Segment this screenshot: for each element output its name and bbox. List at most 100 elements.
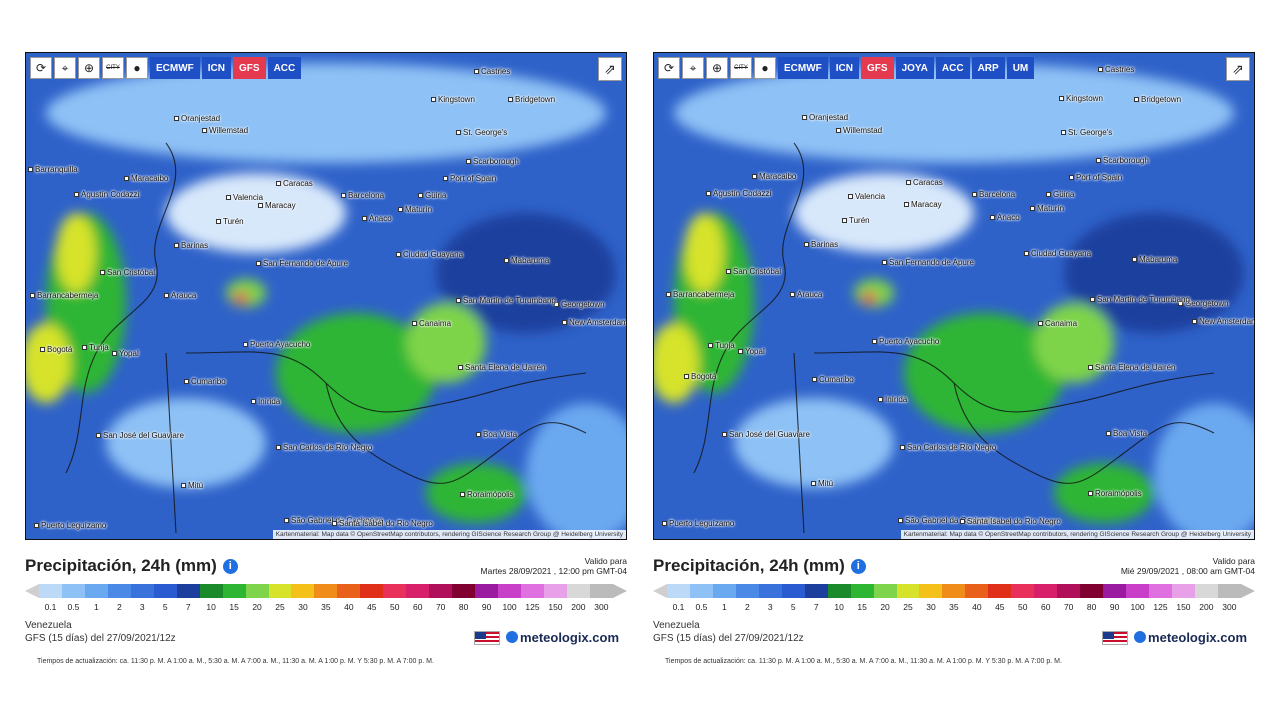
info-icon[interactable]: i (850, 559, 866, 574)
pin-icon[interactable]: ⌖ (54, 57, 76, 79)
city-label: Santa Elena de Uairén (1088, 363, 1176, 372)
city-label: Arauca (790, 290, 822, 299)
legend-swatch (1149, 584, 1172, 598)
city-label: Willemstad (836, 126, 882, 135)
legend-swatch (1103, 584, 1127, 598)
model-tab-icn[interactable]: ICN (201, 57, 232, 79)
legend-swatch (667, 584, 690, 598)
city-label: Yopal (738, 347, 765, 356)
legend-tick: 5 (790, 602, 796, 612)
city-label: Anaco (362, 214, 392, 223)
dot-icon[interactable]: ● (126, 57, 148, 79)
city-label: Santa Isabel do Rio Negro (960, 517, 1061, 526)
city-label: Anaco (990, 213, 1020, 222)
legend-swatch (107, 584, 131, 598)
model-tab-acc[interactable]: ACC (935, 57, 970, 79)
city-icon[interactable]: CITY (730, 57, 752, 79)
zoom-icon[interactable]: ⊕ (706, 57, 728, 79)
city-label: San José del Guaviare (722, 430, 810, 439)
city-label: Puerto Leguízamo (662, 519, 734, 528)
legend-ticks: 0.1 0.5 1 2 3 5 7 10 15 20 25 30 35 40 45 50 60 70 80 90 100… (667, 602, 1241, 614)
legend-arrow-left (25, 584, 39, 598)
legend-swatch (153, 584, 177, 598)
legend-tick: 0.5 (695, 602, 708, 612)
legend-swatch (965, 584, 989, 598)
city-label: Willemstad (202, 126, 248, 135)
model-tab-gfs[interactable]: GFS (233, 57, 266, 79)
legend-tick: 20 (880, 602, 890, 612)
city-label: St. George's (456, 128, 507, 137)
legend-tick: 40 (972, 602, 982, 612)
model-tab-gfs[interactable]: GFS (861, 57, 894, 79)
update-times: Tiempos de actualización: ca. 11:30 p. M… (37, 658, 434, 665)
model-tab-acc[interactable]: ACC (267, 57, 302, 79)
city-label: Maracay (258, 201, 296, 210)
update-times: Tiempos de actualización: ca. 11:30 p. M… (665, 658, 1062, 665)
globe-icon (1134, 631, 1147, 643)
model-tab-icn[interactable]: ICN (829, 57, 860, 79)
brand[interactable]: meteologix.com (1102, 630, 1247, 645)
info-icon[interactable]: i (222, 559, 238, 574)
city-label: New Amsterdam (1192, 317, 1254, 326)
precipitation-map[interactable]: ⟳ ⌖ ⊕ CITY ● ECMWF ICN GFS ACC ⇗ Castries Kingsto… (25, 52, 627, 540)
legend-swatch (475, 584, 499, 598)
us-flag-icon[interactable] (474, 630, 501, 645)
legend-swatch (850, 584, 874, 598)
legend-swatch (781, 584, 805, 598)
legend-swatch (689, 584, 713, 598)
city-label: Agustín Codazzi (706, 189, 771, 198)
precipitation-map[interactable]: ⟳ ⌖ ⊕ CITY ● ECMWF ICN GFS JOYA ACC ARP UM ⇗ Castri… (653, 52, 1255, 540)
meteologix-logo[interactable]: meteologix.com (506, 630, 619, 645)
legend-swatch (589, 584, 613, 598)
refresh-icon[interactable]: ⟳ (658, 57, 680, 79)
legend-tick: 150 (1176, 602, 1191, 612)
legend-scale (25, 584, 627, 598)
city-label: Caracas (276, 179, 313, 188)
meteologix-logo[interactable]: meteologix.com (1134, 630, 1247, 645)
pin-icon[interactable]: ⌖ (682, 57, 704, 79)
legend-tick: 100 (502, 602, 517, 612)
model-tab-arp[interactable]: ARP (971, 57, 1005, 79)
city-label: San Martín de Turumbang (456, 296, 556, 305)
dot-icon[interactable]: ● (754, 57, 776, 79)
city-label: Bridgetown (508, 95, 555, 104)
city-label: Canaima (412, 319, 451, 328)
brand[interactable]: meteologix.com (474, 630, 619, 645)
city-label: St. George's (1061, 128, 1112, 137)
zoom-icon[interactable]: ⊕ (78, 57, 100, 79)
city-label: São Gabriel da Cachoeira (898, 516, 997, 525)
legend-tick: 0.1 (672, 602, 685, 612)
legend-tick: 40 (344, 602, 354, 612)
legend-swatch (1194, 584, 1218, 598)
city-label: Mabaruma (1132, 255, 1177, 264)
legend-swatch (176, 584, 200, 598)
refresh-icon[interactable]: ⟳ (30, 57, 52, 79)
legend-tick: 25 (275, 602, 285, 612)
model-tab-ecmwf[interactable]: ECMWF (150, 57, 200, 79)
legend-swatch (896, 584, 920, 598)
city-label: Roraimópolis (1088, 489, 1142, 498)
legend-swatch (758, 584, 782, 598)
valid-for: Valido para Mié 29/09/2021 , 08:00 am GMT… (1120, 556, 1255, 576)
model-tab-um[interactable]: UM (1006, 57, 1035, 79)
legend-tick: 125 (525, 602, 540, 612)
legend-swatch (291, 584, 315, 598)
share-icon[interactable]: ⇗ (1226, 57, 1250, 81)
city-icon[interactable]: CITY (102, 57, 124, 79)
model-tab-ecmwf[interactable]: ECMWF (778, 57, 828, 79)
legend-swatch (735, 584, 759, 598)
city-label: Inírida (251, 397, 280, 406)
city-label: Oranjestad (174, 114, 220, 123)
city-label: Güiria (1046, 190, 1074, 199)
city-label: San Fernando de Apure (882, 258, 974, 267)
city-label: Puerto Leguízamo (34, 521, 106, 530)
model-tab-joya[interactable]: JOYA (895, 57, 934, 79)
city-label: Bogotá (40, 345, 72, 354)
city-label: Maturín (398, 205, 432, 214)
legend-tick: 200 (1199, 602, 1214, 612)
us-flag-icon[interactable] (1102, 630, 1129, 645)
legend-tick: 35 (321, 602, 331, 612)
share-icon[interactable]: ⇗ (598, 57, 622, 81)
city-label: Georgetown (1178, 299, 1229, 308)
legend-swatch (919, 584, 943, 598)
